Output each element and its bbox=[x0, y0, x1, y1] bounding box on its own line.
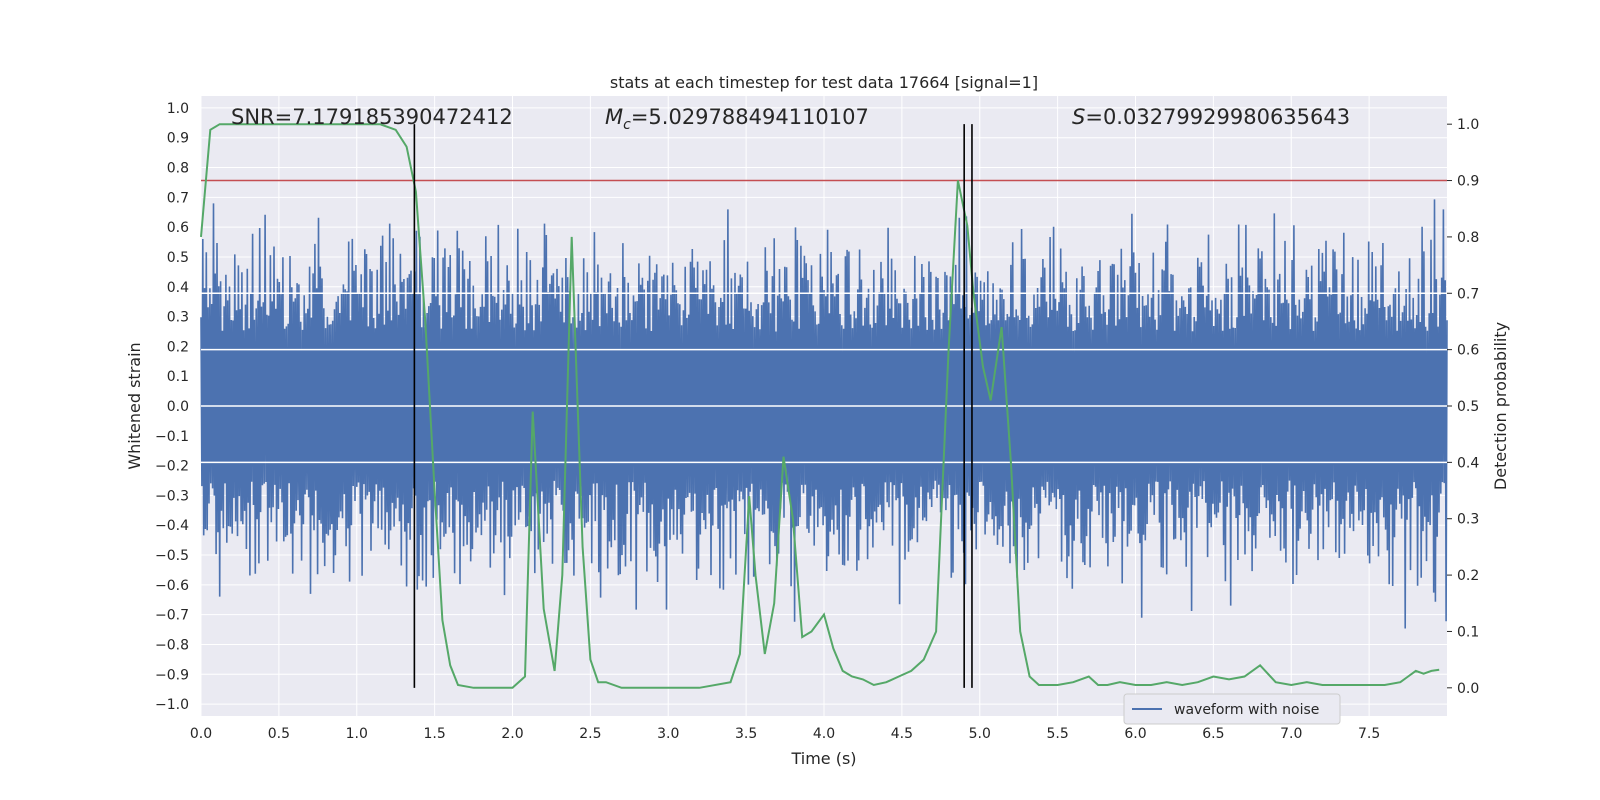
y-tick-label-2: −0.8 bbox=[155, 637, 189, 653]
y2-tick-label-3: 0.3 bbox=[1457, 512, 1479, 528]
x-tick-label-13: 6.5 bbox=[1202, 726, 1224, 742]
y-tick-label-4: −0.6 bbox=[155, 578, 189, 594]
x-axis-label: Time (s) bbox=[790, 749, 856, 768]
x-tick-label-11: 5.5 bbox=[1046, 726, 1068, 742]
y-tick-label-7: −0.3 bbox=[155, 488, 189, 504]
y-tick-label-20: 1.0 bbox=[167, 101, 189, 117]
detection-probability-line bbox=[200, 123, 1440, 689]
y-tick-label-0: −1.0 bbox=[155, 697, 189, 713]
s-value: =0.03279929980635643 bbox=[1085, 105, 1350, 129]
y2-tick-label-0: 0.0 bbox=[1457, 681, 1479, 697]
bright-horizontal-lines bbox=[201, 292, 1447, 464]
y2-tick-labels: 0.0 0.1 0.2 0.3 0.4 0.5 0.6 0.7 0.8 0.9 1.0 bbox=[1447, 117, 1479, 697]
x-tick-label-2: 1.0 bbox=[346, 726, 368, 742]
chirp-mass-annotation: Mc=5.029788494110107 bbox=[605, 105, 869, 133]
x-tick-label-7: 3.5 bbox=[735, 726, 757, 742]
x-tick-label-12: 6.0 bbox=[1124, 726, 1146, 742]
x-tick-label-10: 5.0 bbox=[969, 726, 991, 742]
chirp-mass-symbol: M bbox=[605, 105, 623, 129]
x-tick-labels: 0.0 0.5 1.0 1.5 2.0 2.5 3.0 3.5 4.0 4.5 5.0 5.5 6.0 6… bbox=[190, 726, 1380, 742]
x-tick-label-9: 4.5 bbox=[891, 726, 913, 742]
y-tick-label-12: 0.2 bbox=[167, 339, 189, 355]
waveform-line bbox=[200, 199, 1448, 629]
y-tick-label-11: 0.1 bbox=[167, 369, 189, 385]
y-tick-label-13: 0.3 bbox=[167, 310, 189, 326]
x-tick-label-4: 2.0 bbox=[501, 726, 523, 742]
y-tick-label-19: 0.9 bbox=[167, 131, 189, 147]
y2-tick-label-2: 0.2 bbox=[1457, 568, 1479, 584]
y-tick-label-8: −0.2 bbox=[155, 459, 189, 475]
y2-tick-label-9: 0.9 bbox=[1457, 174, 1479, 190]
chirp-mass-value: =5.029788494110107 bbox=[631, 105, 869, 129]
y-tick-label-15: 0.5 bbox=[167, 250, 189, 266]
x-tick-label-6: 3.0 bbox=[657, 726, 679, 742]
series-waveform-with-noise bbox=[200, 199, 1448, 629]
s-annotation: S=0.03279929980635643 bbox=[1072, 105, 1350, 129]
chart-title: stats at each timestep for test data 176… bbox=[610, 73, 1038, 92]
x-tick-label-0: 0.0 bbox=[190, 726, 212, 742]
legend: waveform with noise bbox=[1123, 693, 1341, 725]
y-tick-label-16: 0.6 bbox=[167, 220, 189, 236]
y2-tick-label-1: 0.1 bbox=[1457, 624, 1479, 640]
y2-tick-label-7: 0.7 bbox=[1457, 286, 1479, 302]
vertical-markers bbox=[413, 124, 973, 688]
snr-annotation: SNR=7.179185390472412 bbox=[231, 105, 513, 129]
y-tick-label-3: −0.7 bbox=[155, 608, 189, 624]
series-detection-probability bbox=[200, 123, 1440, 689]
x-tick-label-3: 1.5 bbox=[423, 726, 445, 742]
y-tick-label-1: −0.9 bbox=[155, 667, 189, 683]
y-tick-labels: −1.0 −0.9 −0.8 −0.7 −0.6 −0.5 −0.4 −0.3 −0.2 −0.1… bbox=[155, 101, 189, 713]
y2-tick-label-6: 0.6 bbox=[1457, 343, 1479, 359]
x-tick-label-14: 7.0 bbox=[1280, 726, 1302, 742]
y-tick-label-10: 0.0 bbox=[167, 399, 189, 415]
y2-tick-label-5: 0.5 bbox=[1457, 399, 1479, 415]
y2-tick-label-10: 1.0 bbox=[1457, 117, 1479, 133]
y-tick-label-6: −0.4 bbox=[155, 518, 189, 534]
legend-box bbox=[1123, 693, 1341, 725]
chirp-mass-subscript: c bbox=[623, 117, 631, 133]
x-tick-label-8: 4.0 bbox=[813, 726, 835, 742]
y2-tick-label-4: 0.4 bbox=[1457, 455, 1479, 471]
x-tick-label-15: 7.5 bbox=[1358, 726, 1380, 742]
y-tick-label-14: 0.4 bbox=[167, 280, 189, 296]
y2-axis-label: Detection probability bbox=[1491, 322, 1510, 490]
x-tick-label-5: 2.5 bbox=[579, 726, 601, 742]
y-tick-label-5: −0.5 bbox=[155, 548, 189, 564]
legend-label: waveform with noise bbox=[1174, 702, 1319, 718]
y-tick-label-9: −0.1 bbox=[155, 429, 189, 445]
s-symbol: S bbox=[1072, 105, 1085, 129]
x-tick-label-1: 0.5 bbox=[268, 726, 290, 742]
y-tick-label-17: 0.7 bbox=[167, 190, 189, 206]
y2-tick-label-8: 0.8 bbox=[1457, 230, 1479, 246]
y-axis-label: Whitened strain bbox=[125, 342, 144, 469]
y-tick-label-18: 0.8 bbox=[167, 161, 189, 177]
